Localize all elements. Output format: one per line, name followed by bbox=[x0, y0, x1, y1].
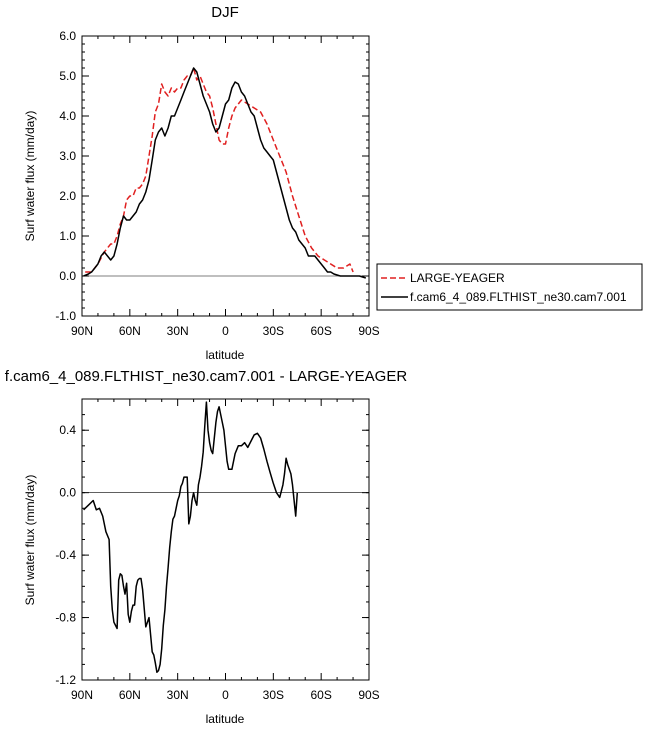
top-y-tick-label: 4.0 bbox=[59, 109, 76, 123]
top-x-axis-label: latitude bbox=[206, 348, 245, 362]
top-y-tick-label: 1.0 bbox=[59, 229, 76, 243]
top-x-tick-label: 90S bbox=[358, 324, 379, 338]
legend-box bbox=[376, 263, 643, 311]
top-title: DJF bbox=[211, 4, 239, 21]
top-x-tick-label: 60S bbox=[310, 324, 331, 338]
bot-x-tick-label: 90N bbox=[71, 688, 93, 702]
bottom-title: f.cam6_4_089.FLTHIST_ne30.cam7.001 - LAR… bbox=[5, 368, 408, 385]
bot-y-tick-label: 0.4 bbox=[59, 423, 76, 437]
bottom-series-group bbox=[83, 401, 299, 673]
bot-y-tick-label: -0.4 bbox=[55, 548, 76, 562]
top-panel: DJF 90N 60N 30N 0 30S 60S 90S -1.0 0.0 1.0 2.0 3.0… bbox=[23, 4, 643, 362]
bot-x-tick-label: 90S bbox=[358, 688, 379, 702]
bot-x-tick-label: 60N bbox=[119, 688, 141, 702]
top-x-tick-label: 0 bbox=[222, 324, 229, 338]
bot-y-tick-label: 0.0 bbox=[59, 486, 76, 500]
top-y-tick-label: 5.0 bbox=[59, 69, 76, 83]
bot-y-tick-label: -1.2 bbox=[55, 673, 76, 687]
top-x-tick-label: 90N bbox=[71, 324, 93, 338]
bot-x-tick-label: 30N bbox=[167, 688, 189, 702]
top-y-axis: -1.0 0.0 1.0 2.0 3.0 4.0 5.0 6.0 bbox=[55, 29, 369, 323]
top-x-tick-label: 30N bbox=[167, 324, 189, 338]
top-y-tick-label: 6.0 bbox=[59, 29, 76, 43]
bottom-y-axis: -1.2 -0.8 -0.4 0.0 0.4 bbox=[55, 398, 369, 687]
legend-label-cam7: f.cam6_4_089.FLTHIST_ne30.cam7.001 bbox=[410, 290, 627, 304]
bot-x-tick-label: 30S bbox=[263, 688, 284, 702]
legend-label-large-yeager: LARGE-YEAGER bbox=[410, 271, 505, 285]
top-x-tick-label: 30S bbox=[263, 324, 284, 338]
top-y-tick-label: -1.0 bbox=[55, 309, 76, 323]
bottom-x-axis: 90N 60N 30N 0 30S 60S 90S bbox=[71, 399, 380, 702]
bottom-x-axis-label: latitude bbox=[206, 712, 245, 726]
bot-y-tick-label: -0.8 bbox=[55, 611, 76, 625]
bot-x-tick-label: 0 bbox=[222, 688, 229, 702]
legend: LARGE-YEAGER f.cam6_4_089.FLTHIST_ne30.c… bbox=[376, 263, 643, 311]
top-series-line-1 bbox=[83, 67, 367, 279]
top-y-tick-label: 3.0 bbox=[59, 149, 76, 163]
bot-x-tick-label: 60S bbox=[310, 688, 331, 702]
top-y-axis-label: Surf water flux (mm/day) bbox=[23, 111, 37, 242]
bottom-panel: f.cam6_4_089.FLTHIST_ne30.cam7.001 - LAR… bbox=[5, 368, 408, 726]
bottom-y-axis-label: Surf water flux (mm/day) bbox=[23, 475, 37, 606]
bot-series-line-0 bbox=[83, 401, 299, 673]
top-x-tick-label: 60N bbox=[119, 324, 141, 338]
top-x-axis: 90N 60N 30N 0 30S 60S 90S bbox=[71, 36, 380, 338]
top-y-tick-label: 0.0 bbox=[59, 269, 76, 283]
top-y-tick-label: 2.0 bbox=[59, 189, 76, 203]
top-series-group bbox=[83, 67, 367, 279]
